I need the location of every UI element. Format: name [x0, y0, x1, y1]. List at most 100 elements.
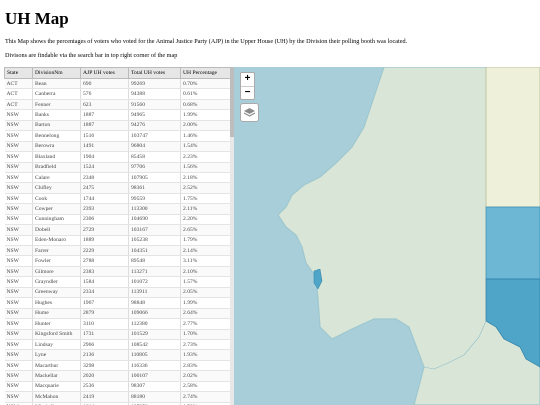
- table-cell: NSW: [4, 109, 33, 121]
- table-cell: 116336: [128, 360, 181, 372]
- scrollbar-thumb[interactable]: [230, 67, 234, 137]
- table-cell: 108542: [128, 339, 181, 351]
- table-cell: 2136: [80, 349, 129, 361]
- wa-landmass: [277, 67, 540, 405]
- table-row: NSW Gilmore 2383 113271 2.10%: [4, 266, 230, 278]
- table-cell: Calare: [32, 172, 81, 184]
- results-table-container[interactable]: State DivisionNm AJP UH votes Total UH v…: [4, 67, 230, 405]
- table-row: ACT Canberra 576 94388 0.61%: [4, 88, 230, 100]
- table-cell: 113911: [128, 287, 181, 299]
- table-cell: 109066: [128, 308, 181, 320]
- table-cell: Banks: [32, 109, 81, 121]
- table-cell: 1516: [80, 130, 129, 142]
- header-total-votes[interactable]: Total UH votes: [128, 67, 181, 79]
- page-title: UH Map: [5, 9, 69, 28]
- table-cell: 0.70%: [180, 78, 230, 90]
- perth-area: [313, 268, 323, 290]
- table-cell: 1.79%: [180, 235, 230, 247]
- table-cell: ACT: [4, 78, 33, 90]
- table-cell: 1887: [80, 120, 129, 132]
- table-cell: 99559: [128, 193, 181, 205]
- table-cell: 113300: [128, 203, 181, 215]
- table-cell: Macquarie: [32, 381, 81, 393]
- table-cell: 2020: [80, 370, 129, 382]
- table-cell: 1967: [80, 297, 129, 309]
- table-row: NSW Bennelong 1516 103747 1.46%: [4, 130, 230, 142]
- map-view[interactable]: [234, 67, 540, 405]
- table-cell: NSW: [4, 235, 33, 247]
- layers-button[interactable]: [240, 103, 259, 122]
- table-cell: 105238: [128, 235, 181, 247]
- table-cell: 690: [80, 78, 129, 90]
- table-cell: 100107: [128, 370, 181, 382]
- table-cell: 2306: [80, 214, 129, 226]
- header-state[interactable]: State: [4, 67, 33, 79]
- table-cell: 2.02%: [180, 370, 230, 382]
- table-row: NSW Dobell 2729 103167 2.65%: [4, 224, 230, 236]
- header-ajp-votes[interactable]: AJP UH votes: [80, 67, 129, 79]
- table-cell: 3.11%: [180, 255, 230, 267]
- table-row: NSW Blaxland 1904 85458 2.23%: [4, 151, 230, 163]
- table-cell: 2.65%: [180, 224, 230, 236]
- table-row: NSW Hughes 1967 98848 1.99%: [4, 297, 230, 309]
- table-cell: 3298: [80, 360, 129, 372]
- table-cell: NSW: [4, 245, 33, 257]
- table-row: NSW Cook 1744 99559 1.75%: [4, 193, 230, 205]
- results-table: State DivisionNm AJP UH votes Total UH v…: [4, 67, 230, 405]
- table-cell: Lyne: [32, 349, 81, 361]
- table-cell: 623: [80, 99, 129, 111]
- table-cell: 112380: [128, 318, 181, 330]
- zoom-out-button[interactable]: −: [244, 87, 251, 98]
- table-cell: 2.00%: [180, 120, 230, 132]
- table-cell: Farrer: [32, 245, 81, 257]
- table-cell: 110805: [128, 349, 181, 361]
- table-cell: NSW: [4, 224, 33, 236]
- table-cell: NSW: [4, 214, 33, 226]
- table-cell: Cook: [32, 193, 81, 205]
- header-division[interactable]: DivisionNm: [32, 67, 81, 79]
- table-cell: 0.61%: [180, 88, 230, 100]
- table-cell: NSW: [4, 349, 33, 361]
- table-cell: 2.14%: [180, 245, 230, 257]
- table-cell: 2.11%: [180, 203, 230, 215]
- table-cell: 98848: [128, 297, 181, 309]
- table-cell: Dobell: [32, 224, 81, 236]
- table-cell: 96804: [128, 141, 181, 153]
- table-cell: NSW: [4, 130, 33, 142]
- table-row: NSW Hume 2879 109066 2.64%: [4, 308, 230, 320]
- table-cell: NSW: [4, 391, 33, 403]
- table-cell: 98361: [128, 182, 181, 194]
- table-cell: 3110: [80, 318, 129, 330]
- table-cell: 98307: [128, 381, 181, 393]
- table-cell: Grayndler: [32, 276, 81, 288]
- search-hint-text: Divisons are findable via the search bar…: [5, 52, 178, 59]
- table-cell: 1.46%: [180, 130, 230, 142]
- table-cell: 2393: [80, 203, 129, 215]
- table-cell: 2729: [80, 224, 129, 236]
- table-cell: 1.56%: [180, 162, 230, 173]
- table-cell: NSW: [4, 162, 33, 173]
- table-row: NSW Mackellar 2020 100107 2.02%: [4, 370, 230, 382]
- table-row: NSW Lyne 2136 110805 1.93%: [4, 349, 230, 361]
- table-cell: 1.93%: [180, 349, 230, 361]
- table-cell: NSW: [4, 255, 33, 267]
- table-cell: 2383: [80, 266, 129, 278]
- table-cell: 1731: [80, 329, 129, 340]
- table-scrollbar[interactable]: [230, 67, 234, 405]
- table-cell: 97706: [128, 162, 181, 173]
- table-cell: Mackellar: [32, 370, 81, 382]
- layers-icon: [243, 108, 256, 117]
- table-cell: NSW: [4, 141, 33, 153]
- table-row: NSW Berowra 1491 96804 1.54%: [4, 141, 230, 153]
- table-cell: 1889: [80, 235, 129, 247]
- table-cell: NSW: [4, 276, 33, 288]
- header-percentage[interactable]: UH Percentage: [180, 67, 230, 79]
- zoom-in-button[interactable]: +: [241, 73, 254, 87]
- table-row: NSW Hunter 3110 112380 2.77%: [4, 318, 230, 330]
- table-row: NSW Farrer 2229 104351 2.14%: [4, 245, 230, 257]
- table-cell: Hunter: [32, 318, 81, 330]
- table-cell: NSW: [4, 308, 33, 320]
- table-cell: Macarthur: [32, 360, 81, 372]
- table-cell: 2966: [80, 339, 129, 351]
- table-cell: 1744: [80, 193, 129, 205]
